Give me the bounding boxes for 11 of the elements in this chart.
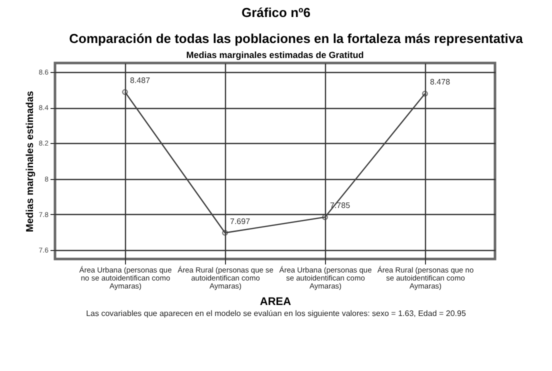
text: Las covariables que aparecen en el modelo se evalúan en los siguiente valores: sexo = 1.63, Edad = 20.95 [85,309,467,318]
y-axis-title: Medias marginales estimadas [24,90,36,232]
chart-title: Gráfico nº6 [240,4,312,22]
data-label: 8.478 [430,78,451,87]
point [322,214,328,220]
x-axis-title: AREA [260,296,292,308]
point [222,230,228,236]
data-label: 7.697 [230,216,251,226]
text: Medias marginales estimadas de Gratitud [186,50,364,60]
chart-subtitle: Comparación de todas las poblaciones en la fortaleza más representativa [68,31,524,48]
data-label: 8.487 [130,76,151,86]
